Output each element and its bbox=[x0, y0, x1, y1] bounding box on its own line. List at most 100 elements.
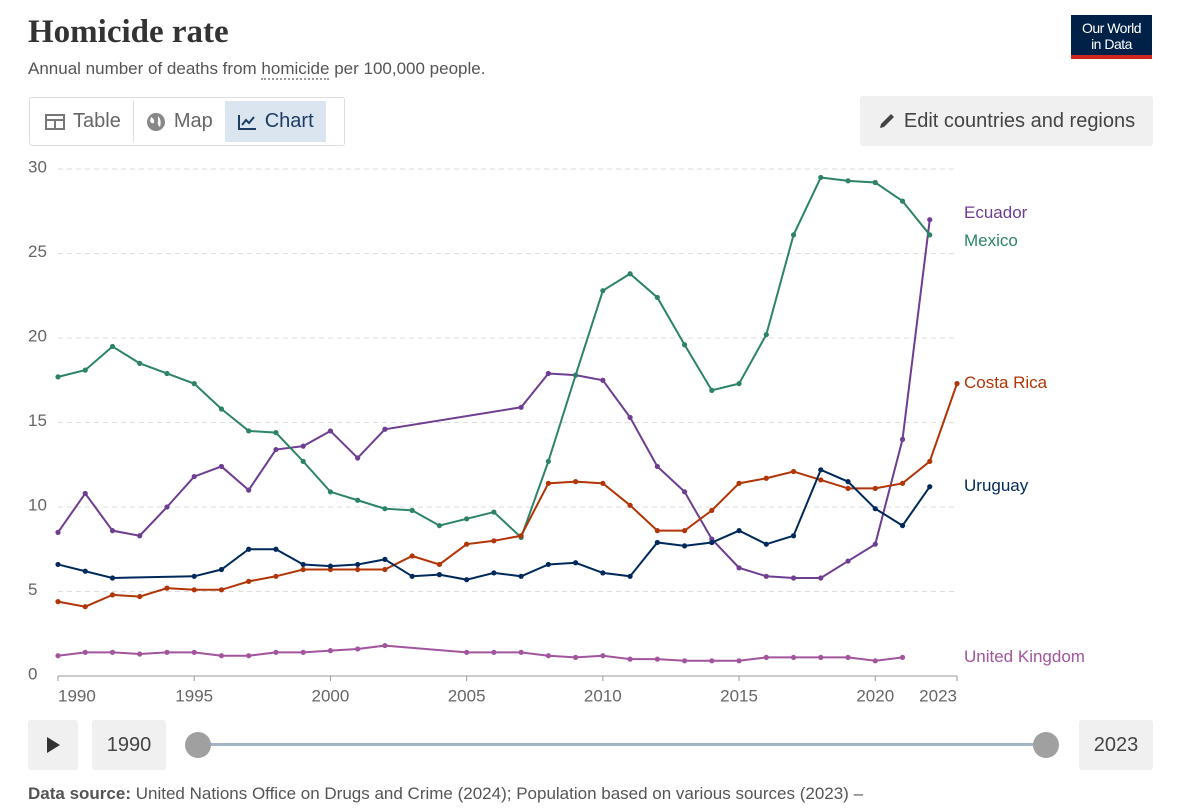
y-tick-label: 25 bbox=[28, 242, 47, 261]
y-tick-label: 5 bbox=[28, 580, 37, 599]
point bbox=[327, 489, 334, 495]
timeline-handle[interactable] bbox=[185, 732, 211, 758]
point bbox=[355, 646, 361, 652]
point bbox=[763, 654, 769, 661]
point bbox=[164, 504, 170, 510]
point bbox=[818, 174, 824, 181]
point bbox=[627, 271, 633, 277]
point bbox=[55, 529, 61, 535]
tab-bar: Table Map Chart bbox=[29, 97, 345, 146]
point bbox=[436, 572, 442, 578]
point bbox=[763, 332, 769, 338]
point bbox=[654, 539, 660, 546]
point bbox=[845, 654, 851, 661]
tab-map[interactable]: Map bbox=[132, 101, 225, 142]
y-tick-label: 15 bbox=[28, 411, 47, 430]
point bbox=[573, 479, 579, 485]
point bbox=[273, 430, 279, 436]
point bbox=[327, 648, 334, 654]
point bbox=[681, 658, 688, 664]
point bbox=[790, 232, 797, 238]
footer-text: United Nations Office on Drugs and Crime… bbox=[135, 784, 864, 803]
edit-button[interactable]: Edit countries and regions bbox=[860, 96, 1153, 146]
point bbox=[627, 656, 633, 662]
point bbox=[82, 568, 88, 574]
point bbox=[790, 575, 797, 581]
point bbox=[409, 553, 415, 559]
title: Homicide rate bbox=[28, 14, 229, 50]
legend-label: Costa Rica bbox=[964, 373, 1048, 392]
point bbox=[191, 573, 197, 579]
point bbox=[55, 599, 61, 605]
timeline-start[interactable]: 1990 bbox=[92, 720, 166, 770]
point bbox=[654, 463, 660, 470]
point bbox=[464, 577, 470, 583]
point bbox=[273, 546, 279, 552]
point bbox=[954, 381, 960, 387]
point bbox=[137, 360, 143, 366]
point bbox=[600, 377, 606, 383]
point bbox=[845, 485, 851, 492]
point bbox=[218, 587, 225, 593]
point bbox=[518, 573, 524, 579]
x-tick-label: 2020 bbox=[856, 686, 894, 705]
point bbox=[709, 507, 715, 513]
point bbox=[191, 473, 197, 480]
point bbox=[899, 436, 906, 442]
logo-text: in Data bbox=[1091, 36, 1132, 52]
point bbox=[818, 467, 824, 473]
point bbox=[464, 541, 470, 547]
point bbox=[681, 528, 688, 534]
x-tick-label: 2015 bbox=[720, 686, 758, 705]
point bbox=[927, 458, 933, 464]
x-tick-label: 2023 bbox=[919, 686, 957, 705]
point bbox=[491, 509, 497, 515]
point bbox=[355, 455, 361, 461]
icon bbox=[47, 737, 60, 753]
point bbox=[927, 232, 933, 238]
point bbox=[355, 497, 361, 503]
y-tick-label: 30 bbox=[28, 157, 47, 176]
point bbox=[218, 463, 225, 470]
logo-text: Our World bbox=[1081, 20, 1142, 36]
timeline-end[interactable]: 2023 bbox=[1079, 720, 1153, 770]
point bbox=[899, 198, 906, 204]
point bbox=[518, 533, 524, 539]
footer-label: Data source: bbox=[28, 784, 131, 803]
point bbox=[464, 649, 470, 655]
point bbox=[573, 372, 579, 378]
point bbox=[246, 428, 252, 434]
point bbox=[109, 528, 116, 534]
logo[interactable]: Our World in Data bbox=[1071, 15, 1152, 59]
point bbox=[300, 443, 306, 449]
play-button[interactable] bbox=[28, 720, 78, 770]
point bbox=[927, 217, 933, 223]
point bbox=[872, 658, 878, 664]
point bbox=[545, 561, 551, 568]
point bbox=[300, 458, 306, 464]
legend-label: Ecuador bbox=[964, 203, 1028, 222]
tab-table[interactable]: Table bbox=[33, 101, 133, 142]
tab-chart[interactable]: Chart bbox=[224, 101, 326, 142]
point bbox=[899, 522, 906, 529]
point bbox=[491, 649, 497, 655]
point bbox=[137, 651, 143, 657]
point bbox=[627, 573, 633, 579]
subtitle-link[interactable]: homicide bbox=[261, 59, 330, 80]
timeline-handle[interactable] bbox=[1033, 732, 1059, 758]
point bbox=[518, 649, 524, 655]
point bbox=[681, 342, 688, 348]
footer: Data source: United Nations Office on Dr… bbox=[28, 784, 863, 804]
point bbox=[109, 592, 116, 598]
point bbox=[736, 381, 742, 387]
point bbox=[218, 653, 225, 659]
point bbox=[627, 502, 633, 508]
legend-label: United Kingdom bbox=[964, 647, 1085, 666]
point bbox=[899, 480, 906, 486]
point bbox=[246, 653, 252, 659]
point bbox=[600, 480, 606, 486]
x-tick-label: 2010 bbox=[584, 686, 622, 705]
point bbox=[164, 585, 170, 591]
point bbox=[545, 480, 551, 486]
